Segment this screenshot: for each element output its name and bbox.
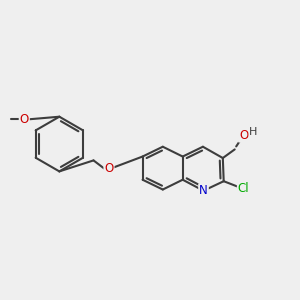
Text: O: O xyxy=(104,162,114,175)
Text: Cl: Cl xyxy=(238,182,249,195)
Text: O: O xyxy=(239,129,248,142)
Text: N: N xyxy=(199,184,208,197)
Text: O: O xyxy=(20,113,29,126)
Text: H: H xyxy=(249,127,258,136)
